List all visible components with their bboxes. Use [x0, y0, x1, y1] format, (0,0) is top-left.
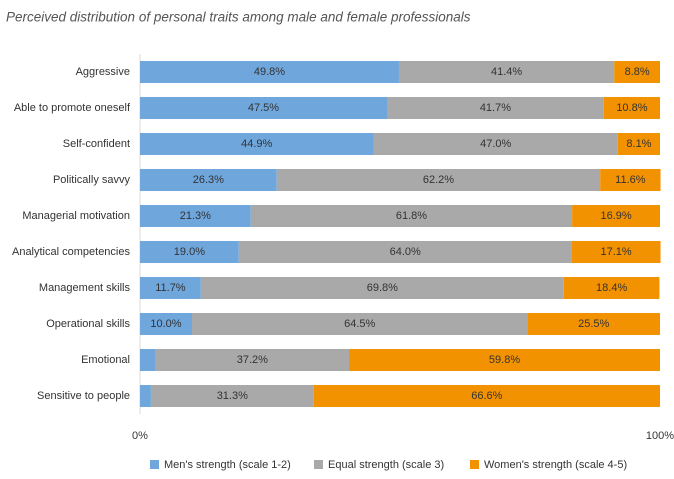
bar-segment [398, 61, 615, 83]
bar-segment [603, 97, 660, 119]
x-tick-label: 0% [132, 430, 148, 442]
bar-segment [140, 277, 201, 299]
bar-segment [614, 61, 660, 83]
value-label: 64.0% [390, 246, 421, 258]
value-label: 21.3% [180, 210, 211, 222]
value-label: 66.6% [471, 390, 502, 402]
bar-segment [140, 205, 251, 227]
value-label: 47.0% [480, 138, 511, 150]
value-label: 11.7% [155, 282, 186, 294]
value-label: 31.3% [217, 390, 248, 402]
bar-segment [140, 313, 192, 335]
y-tick-label: Managerial motivation [22, 210, 130, 222]
bar-segment [617, 133, 660, 155]
value-label: 17.1% [600, 246, 631, 258]
bar-segment [600, 169, 661, 191]
value-label: 16.9% [600, 210, 631, 222]
bar-segment [572, 205, 660, 227]
bar-segment [140, 97, 387, 119]
value-label: 64.5% [344, 318, 375, 330]
bar-segment [192, 313, 528, 335]
bar-segment [527, 313, 660, 335]
value-label: 41.7% [480, 102, 511, 114]
value-label: 25.5% [578, 318, 609, 330]
value-label: 11.6% [615, 174, 646, 186]
x-tick-label: 100% [646, 430, 674, 442]
legend-label: Women's strength (scale 4-5) [484, 459, 627, 471]
chart-title: Perceived distribution of personal trait… [6, 10, 471, 25]
bar-segment [140, 241, 239, 263]
legend-label: Equal strength (scale 3) [328, 459, 444, 471]
value-label: 49.8% [254, 66, 285, 78]
value-label: 8.1% [626, 138, 651, 150]
value-label: 44.9% [241, 138, 272, 150]
bar-segment [140, 349, 156, 371]
bar-segment [140, 385, 151, 407]
y-tick-label: Analytical competencies [12, 246, 131, 258]
value-label: 26.3% [193, 174, 224, 186]
bar-segment [200, 277, 564, 299]
value-label: 18.4% [596, 282, 627, 294]
legend-swatch [150, 460, 159, 469]
bar-segment [563, 277, 660, 299]
bar-segment [250, 205, 573, 227]
y-tick-label: Self-confident [63, 138, 130, 150]
y-tick-label: Emotional [81, 354, 130, 366]
y-tick-label: Sensitive to people [37, 390, 130, 402]
value-label: 59.8% [489, 354, 520, 366]
bar-segment [313, 385, 660, 407]
bar-segment [238, 241, 572, 263]
bar-segment [373, 133, 618, 155]
legend-swatch [314, 460, 323, 469]
value-label: 47.5% [248, 102, 279, 114]
y-tick-label: Operational skills [46, 318, 130, 330]
bar-segment [387, 97, 604, 119]
bar-segment [140, 133, 374, 155]
value-label: 62.2% [423, 174, 454, 186]
value-label: 10.8% [616, 102, 647, 114]
y-tick-label: Able to promote oneself [14, 102, 131, 114]
value-label: 41.4% [491, 66, 522, 78]
value-label: 10.0% [150, 318, 181, 330]
value-label: 8.8% [625, 66, 650, 78]
bar-segment [349, 349, 660, 371]
value-label: 19.0% [174, 246, 205, 258]
value-label: 61.8% [396, 210, 427, 222]
bar-segment [571, 241, 661, 263]
legend-label: Men's strength (scale 1-2) [164, 459, 291, 471]
bar-segment [150, 385, 314, 407]
y-tick-label: Aggressive [76, 66, 130, 78]
y-tick-label: Politically savvy [53, 174, 131, 186]
legend-swatch [470, 460, 479, 469]
value-label: 69.8% [367, 282, 398, 294]
value-label: 37.2% [237, 354, 268, 366]
bar-segment [140, 169, 277, 191]
bar-segment [155, 349, 350, 371]
bar-segment [140, 61, 399, 83]
y-tick-label: Management skills [39, 282, 131, 294]
bar-segment [276, 169, 601, 191]
